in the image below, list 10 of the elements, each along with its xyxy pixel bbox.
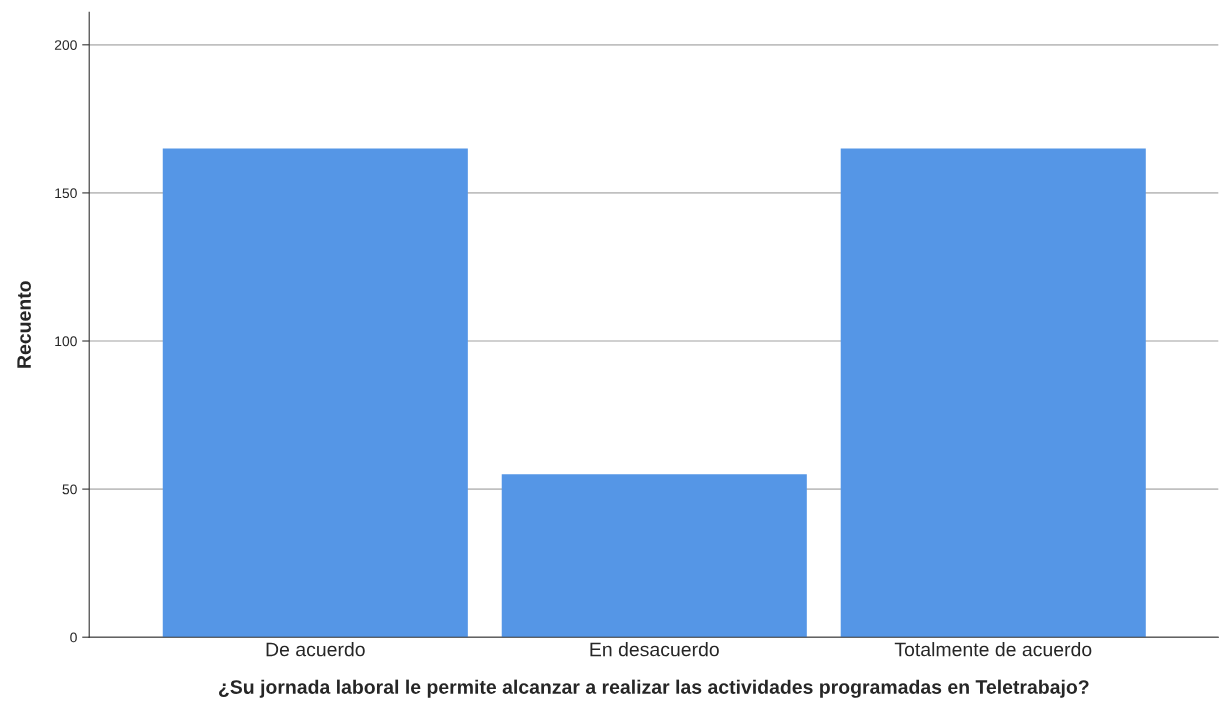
x-tick-label: Totalmente de acuerdo (894, 642, 1092, 657)
x-tick-label: De acuerdo (266, 642, 365, 657)
y-tick-label: 50 (62, 484, 77, 495)
y-tick-label: 200 (54, 40, 77, 50)
y-tick-label: 0 (70, 632, 77, 643)
x-tick-label: En desacuerdo (590, 642, 719, 657)
y-axis-title: Recuento (17, 281, 31, 368)
y-tick-label: 100 (55, 336, 77, 347)
x-axis-title: ¿Su jornada laboral le permite alcanzar a realizar las actividades programadas en Teletrabajo? (219, 679, 1089, 698)
y-tick-label: 150 (55, 188, 77, 199)
